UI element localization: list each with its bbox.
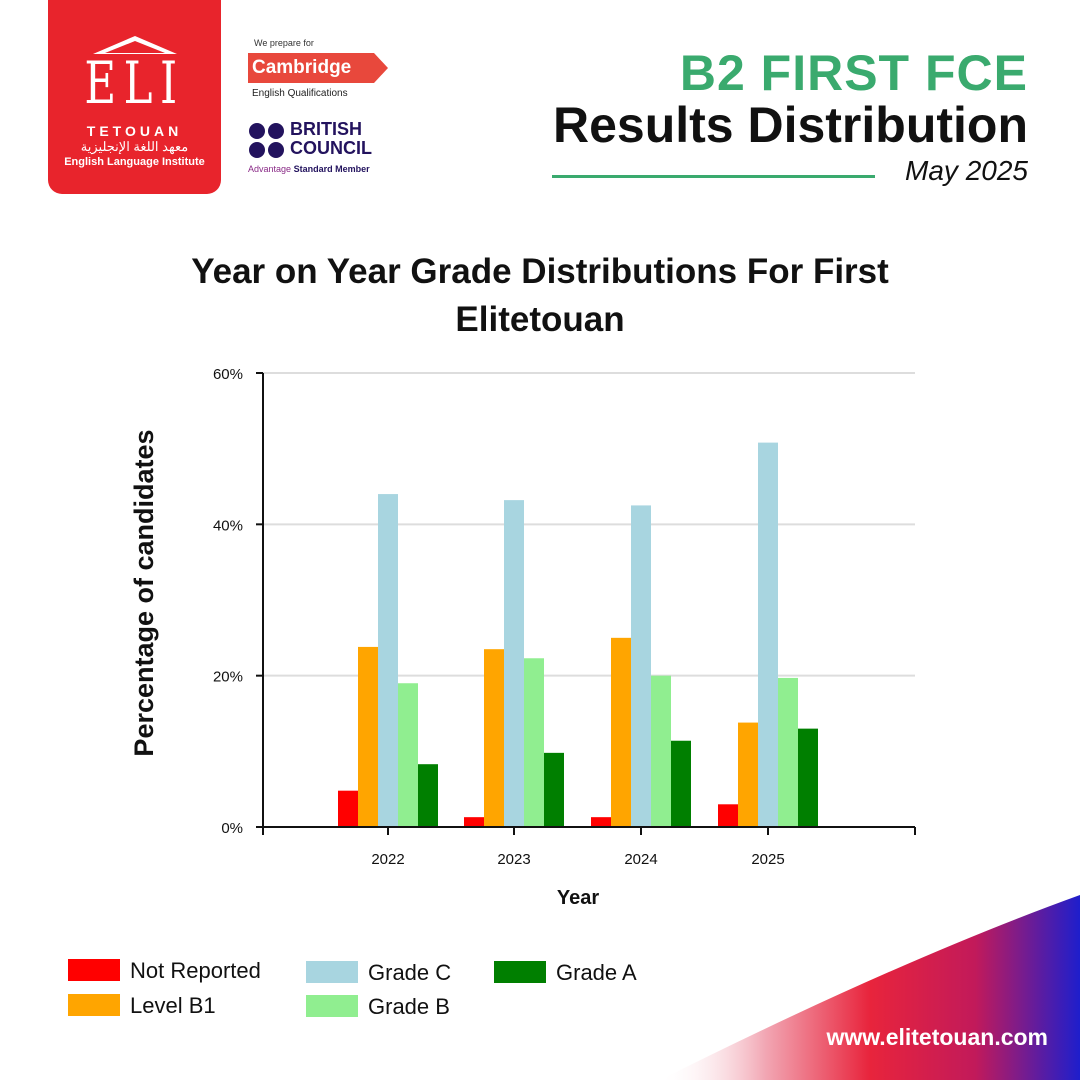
page-title: B2 FIRST FCE	[679, 45, 1028, 101]
british-council-advantage: Advantage	[248, 164, 292, 174]
logo-arabic: معهد اللغة الإنجليزية	[80, 139, 189, 154]
bar-grade-b-2024	[651, 675, 671, 827]
bar-level-b1-2023	[484, 649, 504, 827]
y-tick-label: 20%	[213, 669, 243, 686]
legend-swatch	[68, 959, 120, 981]
bar-grade-a-2024	[671, 740, 691, 827]
bar-grade-a-2025	[798, 728, 818, 827]
bar-not-reported-2024	[591, 817, 611, 827]
title-divider	[552, 175, 875, 178]
british-council-line2: COUNCIL	[290, 138, 372, 158]
cambridge-prepare-text: We prepare for	[254, 38, 314, 48]
x-tick-label: 2025	[751, 851, 784, 868]
x-tick-label: 2022	[371, 851, 404, 868]
eli-logo: ELI TETOUAN معهد اللغة الإنجليزية Englis…	[48, 0, 221, 194]
y-tick-label: 0%	[221, 820, 243, 837]
legend-label: Level B1	[130, 993, 216, 1018]
bar-grade-c-2024	[631, 505, 651, 827]
bar-grade-a-2023	[544, 752, 564, 827]
website-url[interactable]: www.elitetouan.com	[826, 1024, 1048, 1050]
logo-institute-name: English Language Institute	[64, 156, 205, 168]
bar-level-b1-2024	[611, 637, 631, 827]
bar-grade-c-2022	[378, 494, 398, 827]
report-date: May 2025	[905, 155, 1028, 186]
british-council-line1: BRITISH	[290, 119, 362, 139]
bar-not-reported-2022	[338, 790, 358, 827]
bar-not-reported-2023	[464, 817, 484, 827]
cambridge-qualifications-text: English Qualifications	[252, 88, 348, 99]
legend-swatch	[68, 994, 120, 1016]
legend-swatch	[306, 961, 358, 983]
legend-swatch	[306, 995, 358, 1017]
legend-label: Grade C	[368, 960, 452, 985]
logo-letters: ELI	[84, 49, 185, 117]
bar-level-b1-2022	[358, 646, 378, 827]
cambridge-badge: Cambridge	[248, 53, 388, 83]
legend-label: Not Reported	[130, 958, 261, 983]
bar-grade-b-2025	[778, 677, 798, 827]
bar-grade-c-2023	[504, 500, 524, 827]
page-subtitle: Results Distribution	[552, 97, 1028, 153]
x-axis-label: Year	[557, 887, 599, 909]
british-council-dots-icon	[249, 123, 284, 158]
bar-level-b1-2025	[738, 722, 758, 827]
bar-grade-c-2025	[758, 442, 778, 827]
bar-grade-b-2023	[524, 658, 544, 827]
legend-swatch	[494, 961, 546, 983]
y-tick-label: 40%	[213, 517, 243, 534]
legend-label: Grade B	[368, 994, 450, 1019]
x-tick-label: 2024	[624, 851, 657, 868]
y-tick-label: 60%	[213, 366, 243, 383]
bar-grade-b-2022	[398, 683, 418, 827]
cambridge-logo: We prepare for Cambridge English Qualifi…	[248, 38, 398, 99]
legend-label: Grade A	[556, 960, 637, 985]
logo-city: TETOUAN	[86, 123, 183, 139]
x-tick-label: 2023	[497, 851, 530, 868]
bar-not-reported-2025	[718, 804, 738, 827]
bar-grade-a-2022	[418, 764, 438, 827]
y-axis-label: Percentage of candidates	[129, 429, 159, 756]
chart-title: Year on Year Grade Distributions For Fir…	[191, 252, 889, 339]
british-council-member: Standard Member	[293, 164, 370, 174]
